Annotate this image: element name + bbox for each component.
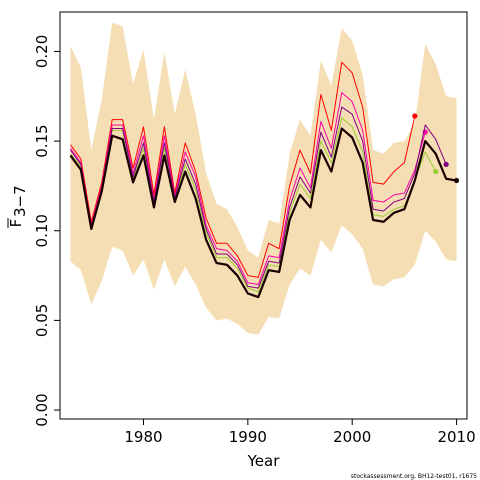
series-end-point-3 xyxy=(433,168,439,175)
x-tick-label: 1990 xyxy=(229,428,267,446)
series-line-1 xyxy=(70,61,416,278)
y-axis-title: F 3−7 xyxy=(7,185,29,228)
y-tick-label: 0.05 xyxy=(33,304,51,337)
y-tick-label: 0.20 xyxy=(33,35,51,68)
plot-area-frame xyxy=(59,11,468,420)
y-axis: 0.00 0.05 0.10 0.15 0.20 xyxy=(33,35,60,427)
series-end-point-1 xyxy=(412,113,418,119)
y-tick-label: 0.00 xyxy=(33,393,51,426)
x-axis-title: Year xyxy=(247,452,281,470)
confidence-band-layer xyxy=(70,22,457,335)
y-tick-label: 0.10 xyxy=(33,214,51,247)
series-end-point-5 xyxy=(453,177,460,184)
series-line-4 xyxy=(70,106,447,289)
confidence-band xyxy=(70,22,457,335)
y-axis-title-subscript: 3−7 xyxy=(11,185,29,217)
y-tick-label: 0.15 xyxy=(33,124,51,157)
y-axis-title-main: F xyxy=(7,219,25,228)
footnote: stockassessment.org, BH12-test01, r1675 xyxy=(351,473,477,480)
series-layer xyxy=(69,61,460,299)
x-tick-label: 2010 xyxy=(437,428,475,446)
x-tick-label: 1980 xyxy=(124,428,162,446)
x-tick-label: 2000 xyxy=(333,428,371,446)
series-line-5 xyxy=(69,127,457,299)
series-line-2 xyxy=(70,92,426,286)
x-axis: 1980 1990 2000 2010 xyxy=(124,419,476,446)
series-end-point-4 xyxy=(443,161,449,168)
